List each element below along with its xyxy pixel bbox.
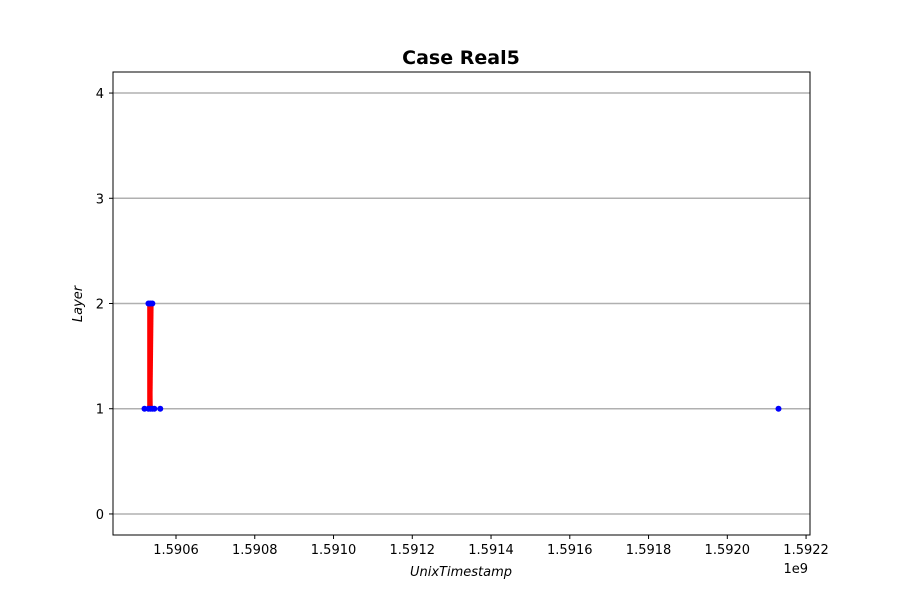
data-point: [149, 300, 156, 307]
data-point: [775, 405, 782, 412]
x-tick-label: 1.5920: [705, 543, 751, 558]
x-tick-label: 1.5914: [468, 543, 514, 558]
y-axis-label: Layer: [71, 284, 86, 322]
edge-lines: [147, 303, 154, 409]
data-point: [151, 405, 158, 412]
x-axis-offset-label: 1e9: [783, 562, 808, 577]
x-tick-label: 1.5910: [311, 543, 357, 558]
data-points: [141, 300, 782, 412]
x-tick-label: 1.5906: [153, 543, 199, 558]
data-point: [157, 405, 164, 412]
y-tick-label: 1: [96, 403, 104, 418]
x-tick-label: 1.5916: [547, 543, 593, 558]
grid-lines: [113, 92, 810, 515]
x-axis-label: UnixTimestamp: [410, 565, 512, 580]
y-tick-label: 4: [96, 87, 104, 102]
x-tick-label: 1.5918: [626, 543, 672, 558]
x-tick-label: 1.5922: [783, 543, 829, 558]
y-tick-label: 3: [96, 192, 104, 207]
y-tick-label: 2: [96, 298, 104, 313]
x-tick-label: 1.5912: [390, 543, 436, 558]
chart-title: Case Real5: [402, 47, 520, 69]
x-axis-ticks: 1.5906 1.5908 1.5910 1.5912 1.5914 1.5916 1.59…: [153, 535, 829, 558]
y-tick-label: 0: [96, 508, 104, 523]
x-tick-label: 1.5908: [232, 543, 278, 558]
edge-line: [147, 303, 153, 409]
y-axis-ticks: 0 1 2 3 4: [96, 87, 113, 523]
